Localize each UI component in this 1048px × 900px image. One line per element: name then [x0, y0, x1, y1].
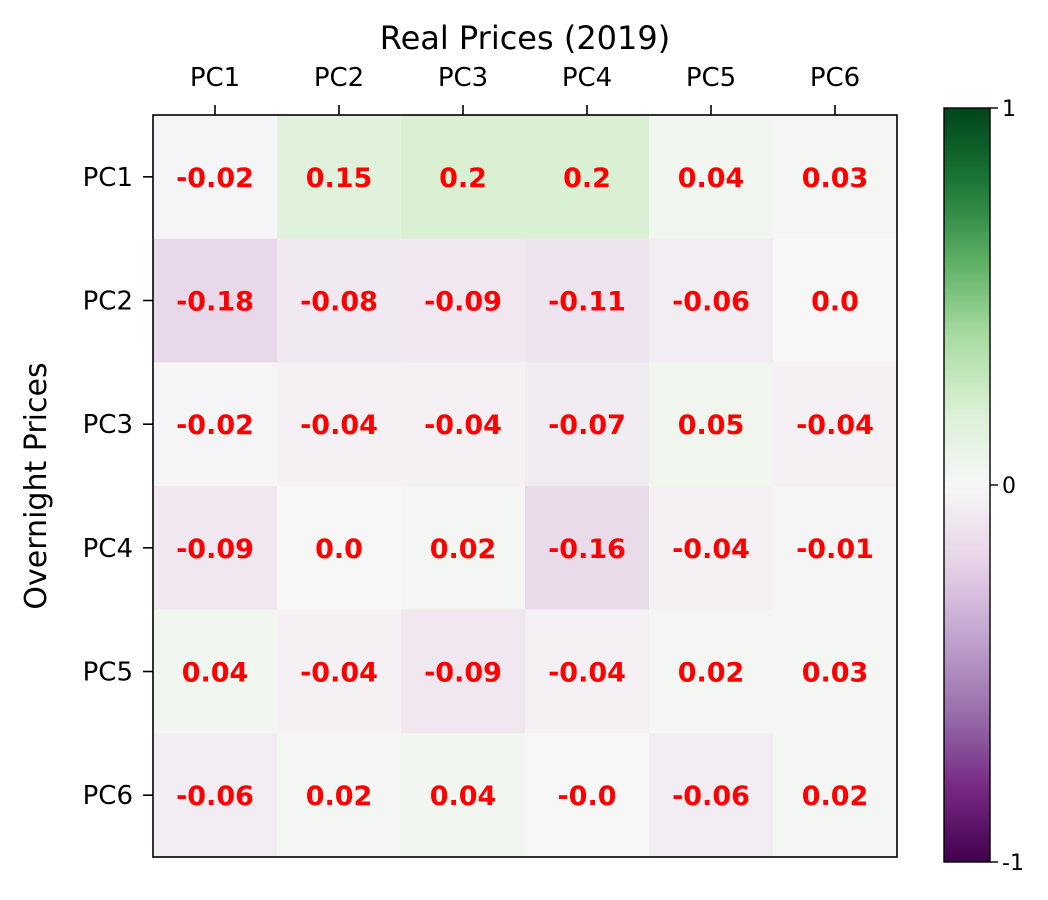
- heatmap-cell: [401, 609, 526, 734]
- cell-value-label: 0.02: [802, 781, 869, 812]
- heatmap-cell: [525, 733, 650, 858]
- y-tick-label: PC5: [83, 658, 133, 688]
- cell-value-label: -0.18: [176, 287, 254, 318]
- x-tick-label: PC5: [686, 63, 736, 93]
- cell-value-label: -0.02: [176, 163, 254, 194]
- heatmap-cell: [277, 486, 402, 611]
- heatmap-cell: [153, 733, 278, 858]
- cell-value-label: 0.04: [182, 658, 249, 689]
- heatmap-cell: [277, 609, 402, 734]
- heatmap-cell: [153, 115, 278, 240]
- heatmap-cell: [773, 115, 898, 240]
- cell-value-label: -0.09: [424, 287, 502, 318]
- heatmap-cell: [153, 362, 278, 487]
- colorbar-tick-label: -1: [1002, 851, 1024, 876]
- cell-value-label: -0.06: [176, 781, 254, 812]
- heatmap-cell: [153, 238, 278, 363]
- heatmap-cell: [277, 362, 402, 487]
- cell-value-label: 0.0: [811, 287, 859, 318]
- cell-value-label: 0.04: [430, 781, 497, 812]
- cell-value-label: -0.0: [557, 781, 616, 812]
- colorbar-tick-label: 0: [1002, 474, 1016, 499]
- cell-value-label: -0.08: [300, 287, 378, 318]
- heatmap-cell: [153, 486, 278, 611]
- cell-value-label: 0.02: [306, 781, 373, 812]
- heatmap-cell: [525, 486, 650, 611]
- cell-value-label: -0.09: [424, 658, 502, 689]
- heatmap-cell: [525, 238, 650, 363]
- heatmap-cell: [649, 362, 774, 487]
- heatmap-cell: [401, 115, 526, 240]
- heatmap-cell: [525, 362, 650, 487]
- cell-value-label: 0.2: [439, 163, 487, 194]
- chart-title: Real Prices (2019): [380, 19, 670, 57]
- cell-value-label: 0.03: [802, 163, 869, 194]
- x-axis-ticks: PC1 PC2 PC3 PC4 PC5 PC6: [190, 63, 860, 115]
- cell-value-label: 0.02: [678, 658, 745, 689]
- heatmap-cell: [525, 609, 650, 734]
- y-tick-label: PC4: [83, 534, 133, 564]
- x-tick-label: PC6: [810, 63, 860, 93]
- heatmap-cell: [401, 486, 526, 611]
- cell-value-label: -0.07: [548, 410, 626, 441]
- heatmap-cell: [773, 362, 898, 487]
- cell-value-label: -0.02: [176, 410, 254, 441]
- cell-value-label: 0.05: [678, 410, 745, 441]
- y-tick-label: PC1: [83, 163, 133, 193]
- cell-value-label: -0.11: [548, 287, 626, 318]
- heatmap-cell-labels: -0.02 0.15 0.2 0.2 0.04 0.03 -0.18 -0.08 -0.09 -0…: [176, 163, 874, 812]
- heatmap-cell: [649, 115, 774, 240]
- plot-frame: [152, 114, 898, 858]
- heatmap-cell: [153, 609, 278, 734]
- cell-value-label: -0.16: [548, 534, 626, 565]
- y-tick-label: PC6: [83, 781, 133, 811]
- cell-value-label: 0.2: [563, 163, 611, 194]
- cell-value-label: -0.04: [300, 410, 378, 441]
- cell-value-label: -0.04: [548, 658, 626, 689]
- cell-value-label: -0.04: [424, 410, 502, 441]
- heatmap-cell: [773, 238, 898, 363]
- y-tick-label: PC3: [83, 410, 133, 440]
- cell-value-label: -0.04: [796, 410, 874, 441]
- cell-value-label: 0.0: [315, 534, 363, 565]
- heatmap-cell: [277, 115, 402, 240]
- x-tick-label: PC4: [562, 63, 612, 93]
- heatmap-cell: [277, 733, 402, 858]
- cell-value-label: -0.06: [672, 781, 750, 812]
- heatmap-cell: [649, 733, 774, 858]
- x-tick-label: PC1: [190, 63, 240, 93]
- colorbar-tick-label: 1: [1002, 97, 1016, 122]
- heatmap-cell: [401, 362, 526, 487]
- cell-value-label: -0.09: [176, 534, 254, 565]
- cell-value-label: -0.01: [796, 534, 874, 565]
- heatmap-cell: [277, 238, 402, 363]
- heatmap-cell: [773, 486, 898, 611]
- heatmap-cell: [401, 238, 526, 363]
- cell-value-label: 0.03: [802, 658, 869, 689]
- heatmap-cells: [153, 115, 898, 858]
- heatmap-cell: [401, 733, 526, 858]
- cell-value-label: -0.04: [672, 534, 750, 565]
- heatmap-cell: [649, 238, 774, 363]
- cell-value-label: -0.06: [672, 287, 750, 318]
- y-axis-label: Overnight Prices: [19, 362, 54, 609]
- heatmap-cell: [649, 609, 774, 734]
- cell-value-label: 0.04: [678, 163, 745, 194]
- cell-value-label: 0.15: [306, 163, 373, 194]
- heatmap-cell: [525, 115, 650, 240]
- y-tick-label: PC2: [83, 287, 133, 317]
- x-tick-label: PC2: [314, 63, 364, 93]
- y-axis-ticks: PC1 PC2 PC3 PC4 PC5 PC6: [83, 163, 153, 811]
- heatmap-cell: [649, 486, 774, 611]
- colorbar-ticks: -1 0 1: [990, 97, 1024, 876]
- cell-value-label: -0.04: [300, 658, 378, 689]
- heatmap-cell: [773, 733, 898, 858]
- cell-value-label: 0.02: [430, 534, 497, 565]
- heatmap-cell: [773, 609, 898, 734]
- colorbar: [943, 107, 991, 863]
- x-tick-label: PC3: [438, 63, 488, 93]
